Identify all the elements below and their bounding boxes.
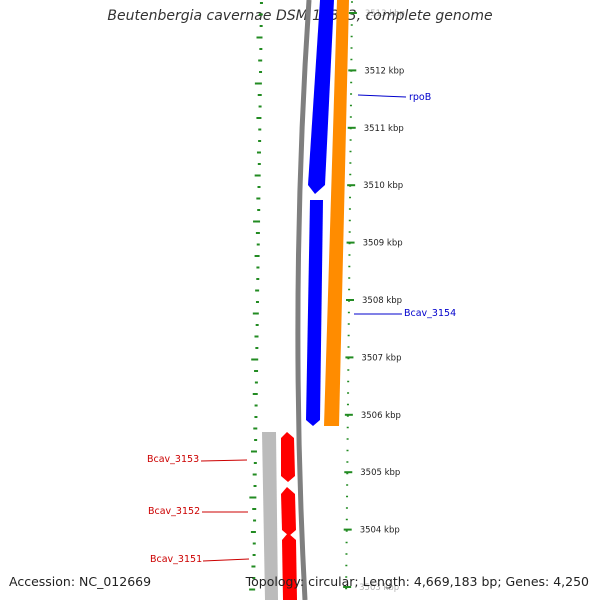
gene-label-rpob[interactable]: rpoB	[357, 92, 431, 103]
gene-label-text: Bcav_3151	[150, 554, 202, 565]
ruler-tick-label: 3513 kbp	[365, 9, 405, 19]
gene-label-text: Bcav_3153	[147, 454, 199, 465]
gene-label-bcav-3153[interactable]: Bcav_3153	[147, 454, 248, 465]
orange-feature-arrow[interactable]	[324, 0, 349, 426]
label-leader-line	[357, 94, 407, 98]
gray-feature-bar[interactable]	[262, 432, 278, 600]
gene-label-text: Bcav_3152	[148, 506, 200, 517]
rpob-gene-arrow[interactable]	[308, 0, 334, 194]
gene-label-text: rpoB	[409, 92, 431, 103]
forward-cds-track	[306, 0, 349, 426]
label-leader-line	[202, 558, 250, 562]
ruler-tick-label: 3507 kbp	[361, 353, 401, 363]
reverse-cds-track	[262, 432, 297, 600]
ruler-tick-label: 3504 kbp	[360, 526, 400, 536]
gc-skew-track	[249, 2, 263, 591]
map-title: Beutenbergia cavernae DSM 12333, complet…	[107, 8, 493, 24]
bcav-3154-gene-arrow[interactable]	[306, 200, 323, 426]
gene-label-bcav-3151[interactable]: Bcav_3151	[150, 554, 250, 565]
ruler-tick-label: 3506 kbp	[361, 411, 401, 421]
ruler-tick-label: 3510 kbp	[363, 181, 403, 191]
ruler-tick-label: 3508 kbp	[362, 296, 402, 306]
bcav-3151-gene-arrow[interactable]	[282, 533, 297, 600]
kbp-ruler: 3513 kbp 3512 kbp 3511 kbp 3510 kbp 3509 kbp…	[343, 1, 405, 593]
ruler-tick-label: 3511 kbp	[364, 124, 404, 134]
gene-label-bcav-3154[interactable]: Bcav_3154	[354, 308, 456, 319]
gene-label-text: Bcav_3154	[404, 308, 456, 319]
ruler-tick-label: 3503 kbp	[359, 583, 399, 593]
topology-summary-text: Topology: circular; Length: 4,669,183 bp…	[245, 574, 589, 589]
ruler-tick-label: 3512 kbp	[364, 66, 404, 76]
accession-text: Accession: NC_012669	[9, 574, 152, 589]
bcav-3153-gene-arrow[interactable]	[281, 432, 295, 482]
ruler-tick-label: 3509 kbp	[363, 239, 403, 249]
backbone-circle	[295, 0, 312, 600]
bcav-3152-gene-arrow[interactable]	[281, 487, 296, 536]
label-leader-line	[200, 459, 248, 462]
ruler-tick-label: 3505 kbp	[360, 468, 400, 478]
gene-label-bcav-3152[interactable]: Bcav_3152	[148, 506, 248, 517]
